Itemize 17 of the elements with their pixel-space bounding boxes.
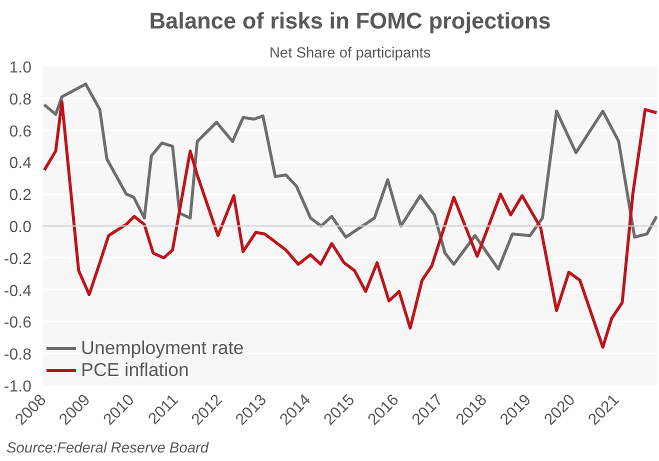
y-tick-label: 0.0 [9,219,32,236]
y-tick-label: 0.6 [9,123,32,140]
chart-title: Balance of risks in FOMC projections [149,8,551,34]
y-tick-label: -1.0 [4,378,32,396]
y-tick-label: 0.8 [9,91,32,108]
y-tick-label: 0.2 [9,187,32,204]
legend-label: Unemployment rate [81,337,244,359]
y-tick-label: -0.6 [4,314,32,332]
y-tick-label: -0.8 [4,346,32,364]
legend-label: PCE inflation [81,359,189,381]
y-tick-label: 0.4 [9,155,32,172]
source-note: Source:Federal Reserve Board [6,440,210,456]
y-tick-label: -0.4 [4,282,32,300]
y-tick-label: 1.0 [9,60,32,76]
chart-subtitle: Net Share of participants [269,46,431,62]
line-series [42,82,658,271]
y-tick-label: -0.2 [4,250,32,268]
